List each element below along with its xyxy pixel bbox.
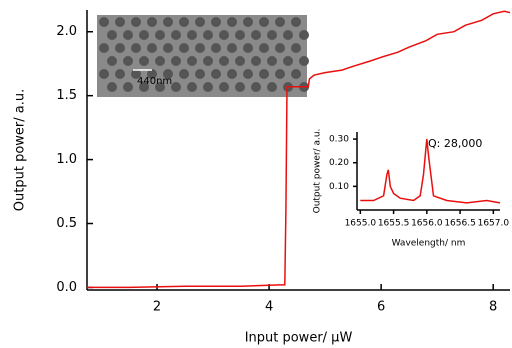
x-tick-label: 1656.5	[444, 219, 476, 229]
y-tick-label: 0.10	[329, 182, 349, 192]
annotation: Q: 28,000	[428, 137, 482, 150]
x-tick-label: 2	[153, 300, 161, 315]
x-axis-label: Input power/ μW	[245, 331, 353, 346]
x-tick-label: 6	[377, 300, 385, 315]
x-tick-label: 1657.0	[478, 219, 510, 229]
y-tick-label: 1.0	[56, 152, 77, 167]
y-axis-label: Output power/ a.u.	[313, 129, 323, 214]
x-tick-label: 1656.0	[411, 219, 443, 229]
x-tick-label: 1655.5	[378, 219, 410, 229]
y-tick-label: 0.0	[56, 280, 77, 295]
chart: 2 4 6 8 0.0 0.5 1.0 1.5 2.0 Input power/ μW Output…	[0, 0, 512, 348]
x-tick-label: 4	[265, 300, 273, 315]
y-axis-label: Output power/ a.u.	[13, 89, 28, 211]
annotation: 440nm	[137, 76, 172, 87]
x-tick-label: 8	[489, 300, 497, 315]
y-tick-label: 0.5	[56, 216, 77, 231]
y-tick-label: 1.5	[56, 88, 77, 103]
y-tick-label: 2.0	[56, 24, 77, 39]
x-axis-label: Wavelength/ nm	[392, 239, 466, 249]
y-tick-label: 0.30	[329, 135, 349, 145]
x-tick-label: 1655.0	[345, 219, 377, 229]
sem-image	[97, 15, 309, 97]
y-tick-label: 0.20	[329, 158, 349, 168]
